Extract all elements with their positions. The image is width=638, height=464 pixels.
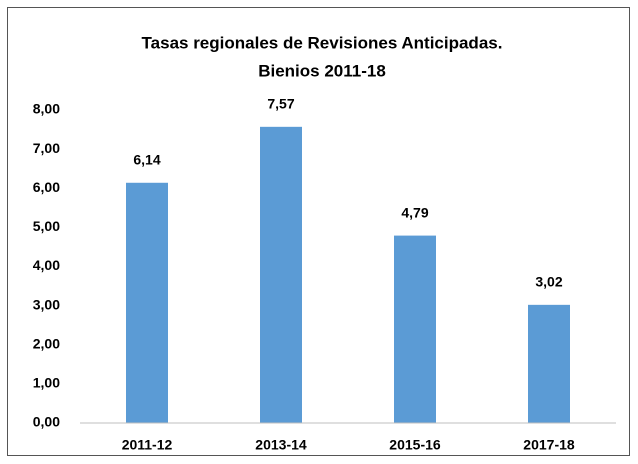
chart-title: Bienios 2011-18 (258, 61, 386, 80)
x-tick-label: 2011-12 (122, 437, 173, 453)
chart-border (7, 7, 630, 456)
y-tick-label: 8,00 (33, 101, 60, 117)
y-tick-label: 6,00 (33, 179, 60, 195)
y-tick-label: 3,00 (33, 296, 60, 312)
y-tick-label: 5,00 (33, 218, 60, 234)
data-label: 3,02 (535, 274, 562, 290)
bar (126, 182, 168, 423)
x-tick-label: 2013-14 (255, 437, 307, 453)
y-tick-label: 1,00 (33, 375, 60, 391)
bar (260, 126, 302, 423)
bar (528, 304, 570, 423)
data-label: 7,57 (267, 96, 294, 112)
data-label: 4,79 (401, 204, 428, 220)
y-tick-label: 0,00 (33, 414, 60, 430)
x-tick-label: 2015-16 (389, 437, 441, 453)
bar (394, 235, 436, 423)
y-tick-label: 7,00 (33, 140, 60, 156)
chart-title: Tasas regionales de Revisiones Anticipad… (142, 33, 503, 52)
y-tick-label: 4,00 (33, 257, 60, 273)
y-tick-label: 2,00 (33, 335, 60, 351)
x-tick-label: 2017-18 (523, 437, 575, 453)
data-label: 6,14 (133, 151, 160, 167)
